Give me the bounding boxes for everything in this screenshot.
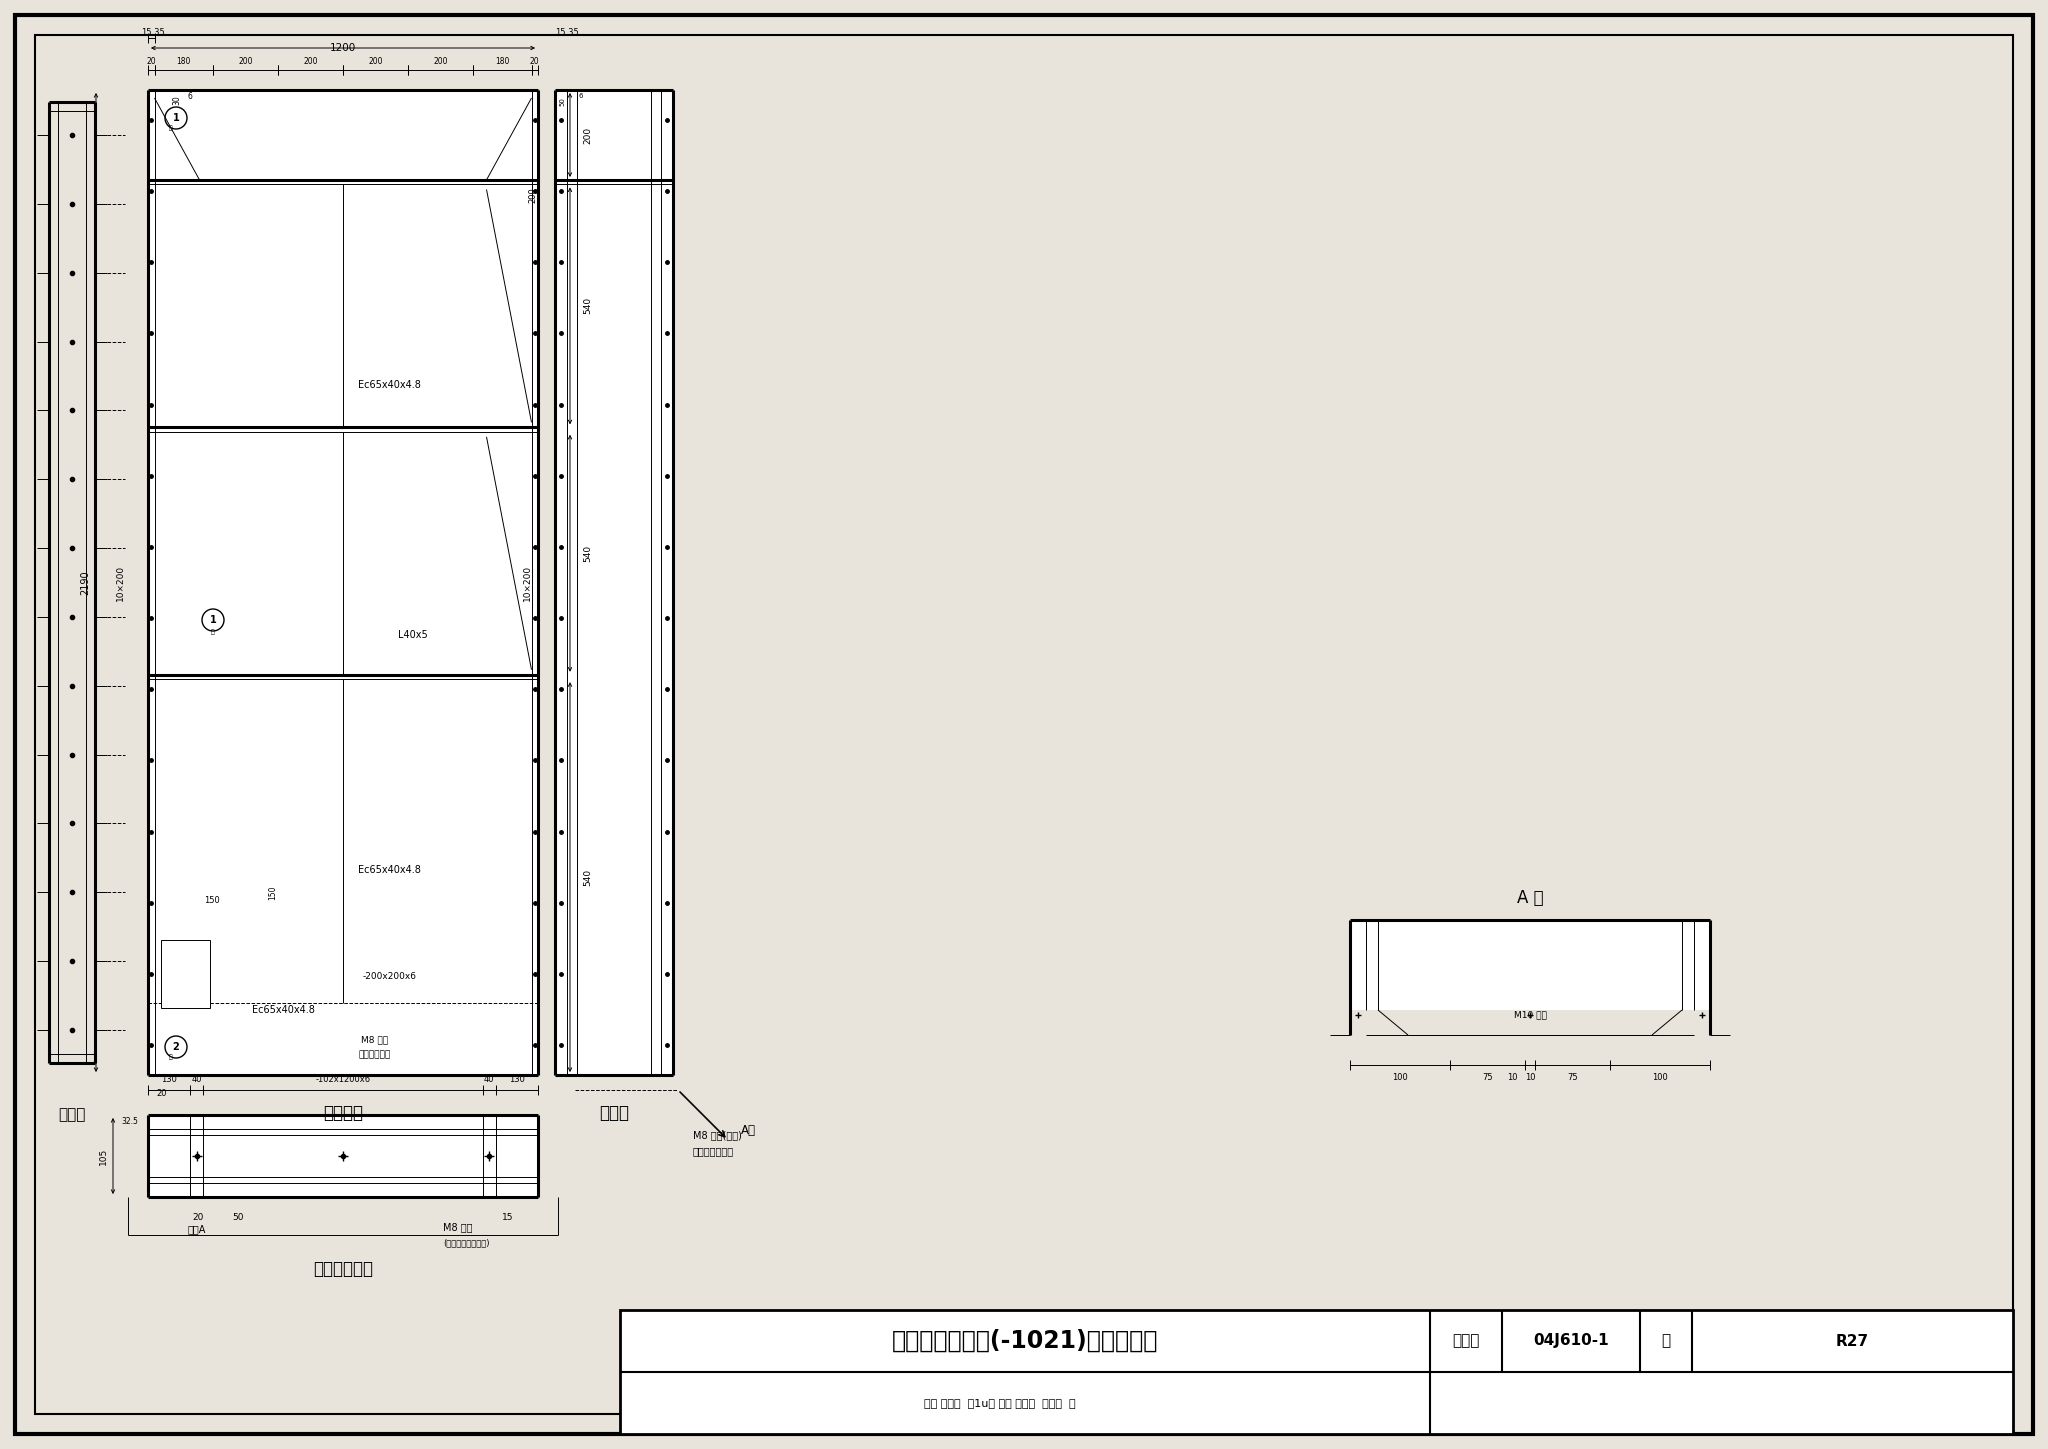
Text: L40x5: L40x5 xyxy=(397,630,428,640)
Text: 图: 图 xyxy=(170,1055,172,1059)
Text: 10: 10 xyxy=(1526,1072,1536,1081)
Text: 540: 540 xyxy=(584,868,592,885)
Text: 75: 75 xyxy=(1567,1072,1577,1081)
Text: 2: 2 xyxy=(172,1042,180,1052)
Text: 180: 180 xyxy=(496,57,510,65)
Text: M8 螺钉: M8 螺钉 xyxy=(442,1222,473,1232)
Text: 20: 20 xyxy=(158,1088,168,1097)
Text: 1: 1 xyxy=(172,113,180,123)
Text: Еc65x40x4.8: Еc65x40x4.8 xyxy=(358,865,422,875)
Text: 钢质单扇推拉门(-1021)型门扇骨架: 钢质单扇推拉门(-1021)型门扇骨架 xyxy=(891,1329,1159,1353)
Text: -102x1200x6: -102x1200x6 xyxy=(315,1075,371,1084)
Text: 1200: 1200 xyxy=(330,43,356,54)
Text: 200: 200 xyxy=(528,187,537,203)
Text: 180: 180 xyxy=(176,57,190,65)
Text: 200: 200 xyxy=(434,57,449,65)
Text: 螺套A: 螺套A xyxy=(188,1224,207,1235)
Text: 图集号: 图集号 xyxy=(1452,1333,1481,1349)
Text: 105: 105 xyxy=(98,1148,106,1165)
Bar xyxy=(162,940,209,1007)
Text: 50: 50 xyxy=(559,97,565,106)
Text: 15.35: 15.35 xyxy=(555,28,580,36)
Text: 侧立面: 侧立面 xyxy=(57,1107,86,1123)
Text: 10×200: 10×200 xyxy=(522,565,532,600)
Text: 20: 20 xyxy=(147,57,156,65)
Text: 100: 100 xyxy=(1653,1072,1667,1081)
Text: 10: 10 xyxy=(1507,1072,1518,1081)
Text: 100: 100 xyxy=(1393,1072,1407,1081)
Text: 150: 150 xyxy=(205,895,219,904)
Text: 图: 图 xyxy=(211,629,215,635)
Text: 200: 200 xyxy=(584,126,592,143)
Text: 150: 150 xyxy=(268,885,276,900)
Text: 40: 40 xyxy=(193,1075,203,1084)
Text: 门扇骨架平面: 门扇骨架平面 xyxy=(313,1261,373,1278)
Text: 侧立面: 侧立面 xyxy=(598,1104,629,1122)
Text: 40: 40 xyxy=(483,1075,494,1084)
Text: 130: 130 xyxy=(162,1075,176,1084)
Text: Еc65x40x4.8: Еc65x40x4.8 xyxy=(252,1006,315,1014)
Text: 1: 1 xyxy=(209,614,217,625)
Text: -200x200x6: -200x200x6 xyxy=(362,971,418,981)
Bar xyxy=(555,90,674,1075)
Text: 6: 6 xyxy=(580,93,584,99)
Text: 540: 540 xyxy=(584,545,592,562)
Text: 2190: 2190 xyxy=(80,571,90,594)
Text: M8 螺钉: M8 螺钉 xyxy=(360,1036,387,1045)
Text: Еc65x40x4.8: Еc65x40x4.8 xyxy=(358,380,422,390)
Text: 门扇骨架: 门扇骨架 xyxy=(324,1104,362,1122)
Text: M8 螺钉(两侧): M8 螺钉(两侧) xyxy=(692,1130,741,1140)
Text: 页: 页 xyxy=(1661,1333,1671,1349)
Text: 6: 6 xyxy=(186,91,193,100)
Bar xyxy=(1350,920,1710,1010)
Text: 130: 130 xyxy=(510,1075,524,1084)
Text: 20: 20 xyxy=(193,1213,203,1222)
Text: 50: 50 xyxy=(231,1213,244,1222)
Text: 200: 200 xyxy=(369,57,383,65)
Text: 20: 20 xyxy=(530,57,539,65)
Text: 200: 200 xyxy=(238,57,252,65)
Text: 与侧盖缝板配作: 与侧盖缝板配作 xyxy=(692,1146,733,1156)
Text: M10 螺钉: M10 螺钉 xyxy=(1513,1010,1546,1020)
Text: 审核 王祖光  主1u元 校对 李正阁  设计洪  森: 审核 王祖光 主1u元 校对 李正阁 设计洪 森 xyxy=(924,1398,1075,1408)
Text: 图: 图 xyxy=(170,125,172,130)
Text: 15.35: 15.35 xyxy=(141,28,166,36)
Text: 10×200: 10×200 xyxy=(115,565,125,600)
Text: R27: R27 xyxy=(1835,1333,1870,1349)
Text: 30: 30 xyxy=(172,96,180,104)
Text: 540: 540 xyxy=(584,297,592,314)
Text: 32.5: 32.5 xyxy=(121,1117,139,1126)
Text: 200: 200 xyxy=(303,57,317,65)
Text: A 向: A 向 xyxy=(1518,890,1544,907)
Bar xyxy=(147,1114,539,1197)
Text: 与门面板配作: 与门面板配作 xyxy=(358,1051,391,1059)
Text: 15: 15 xyxy=(502,1213,514,1222)
Bar xyxy=(621,1310,2013,1435)
Text: 04J610-1: 04J610-1 xyxy=(1534,1333,1610,1349)
Text: A向: A向 xyxy=(741,1123,756,1136)
Text: 75: 75 xyxy=(1483,1072,1493,1081)
Bar xyxy=(147,90,539,1075)
Text: (安装行程开关装置): (安装行程开关装置) xyxy=(442,1239,489,1248)
